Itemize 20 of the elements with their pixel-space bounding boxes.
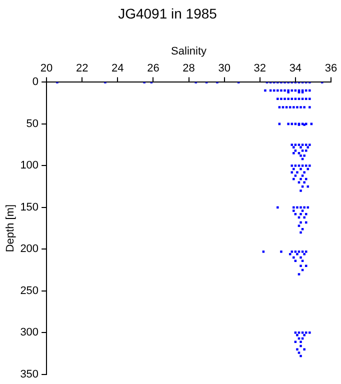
x-tick-label: 30 (218, 62, 230, 75)
x-tick-label: 24 (112, 62, 124, 75)
x-tick-label: 36 (324, 62, 338, 75)
y-tick-label: 300 (20, 326, 39, 339)
x-tick-label: 20 (40, 62, 53, 75)
y-tick-label: 0 (32, 76, 39, 88)
x-tick-label: 32 (254, 62, 266, 75)
chart-title: JG4091 in 1985 (118, 5, 218, 22)
y-axis-title: Depth [m] (4, 204, 17, 252)
y-tick-label: 250 (20, 284, 39, 297)
x-tick-label: 34 (289, 62, 302, 75)
y-tick-label: 350 (20, 368, 39, 380)
y-tick-label: 200 (20, 243, 39, 256)
x-tick-label: 22 (76, 62, 88, 75)
y-tick-label: 150 (20, 201, 39, 214)
y-tick-label: 100 (20, 160, 39, 172)
x-tick-label: 28 (182, 62, 195, 75)
x-tick-label: 26 (147, 62, 160, 75)
y-tick-label: 50 (26, 118, 39, 130)
x-axis-title: Salinity (171, 45, 207, 58)
